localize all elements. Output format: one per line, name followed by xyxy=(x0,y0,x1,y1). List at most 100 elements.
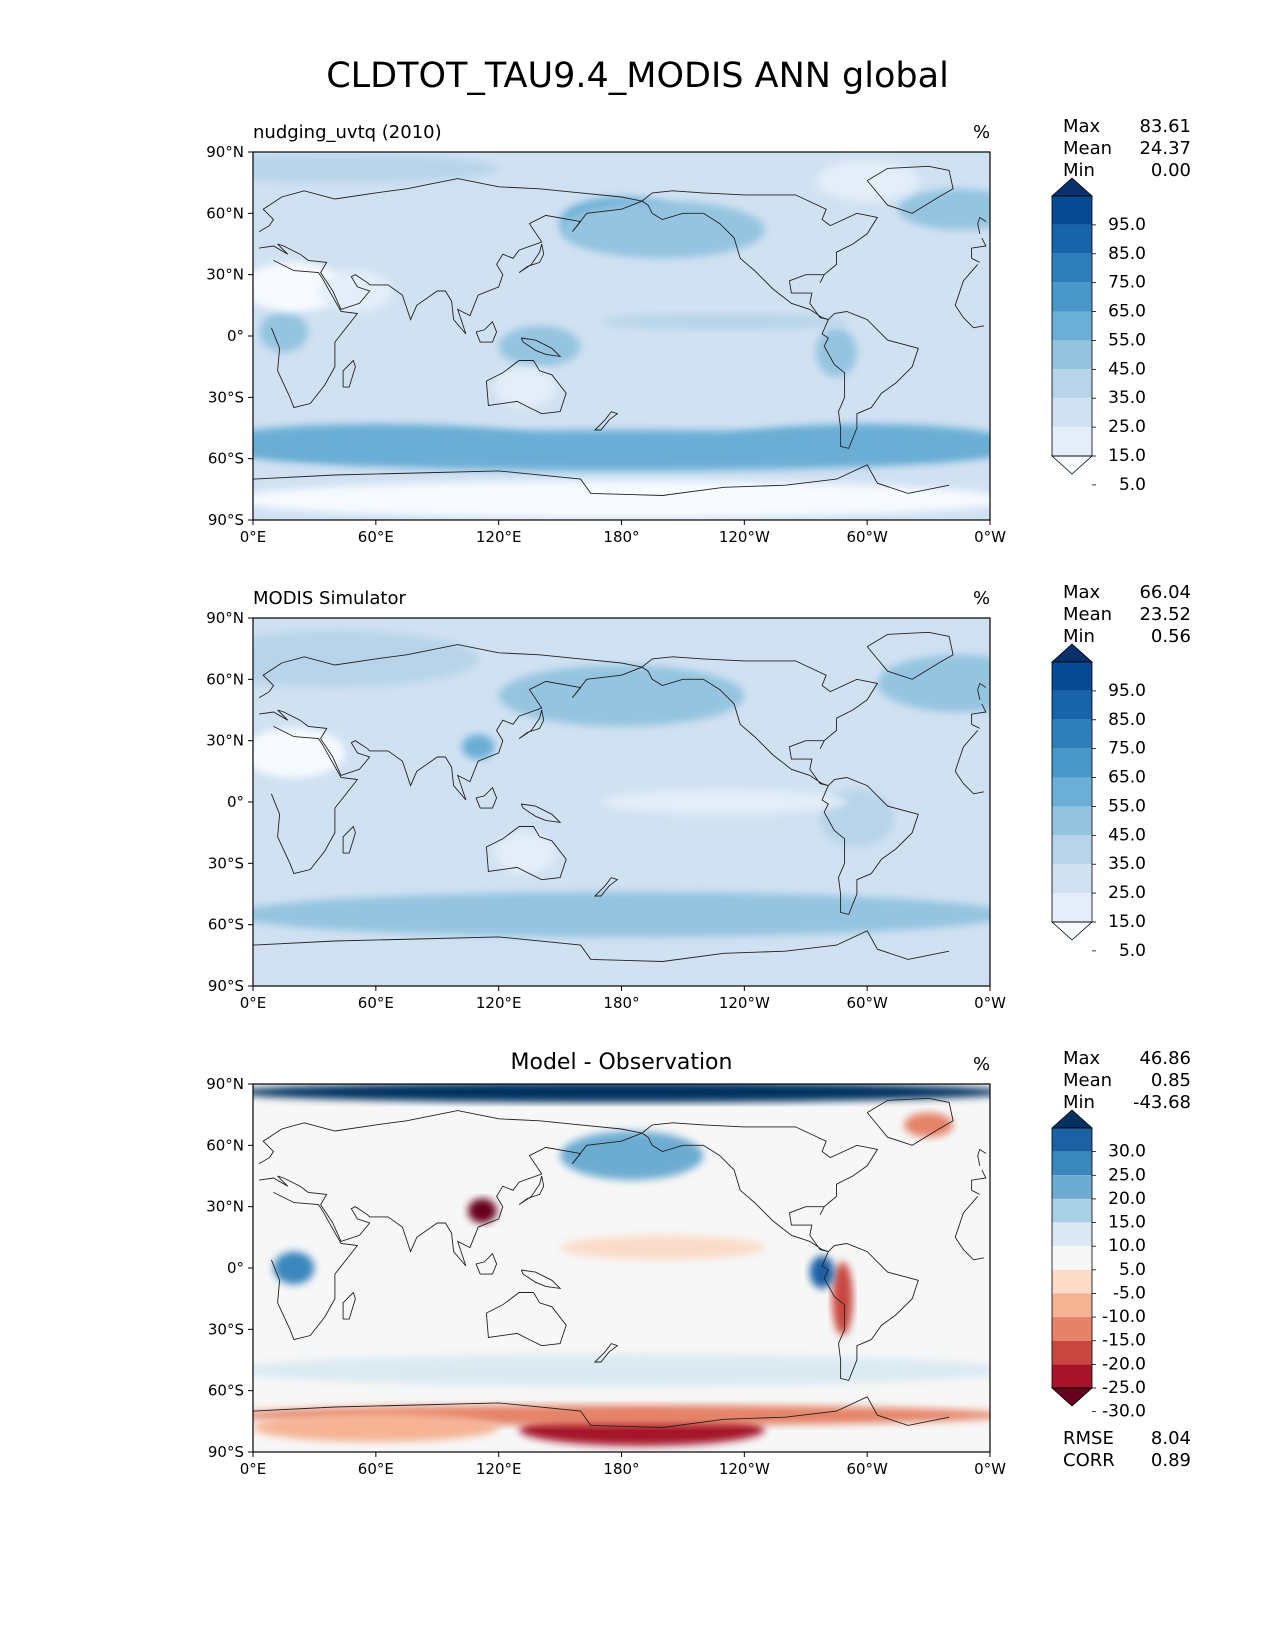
lon-tick-label: 60°W xyxy=(846,528,888,546)
lon-tick-label: 60°E xyxy=(358,528,394,546)
lat-tick-label: 30°S xyxy=(208,1320,244,1338)
colorbar-segment xyxy=(1052,1151,1092,1176)
colorbar-tick-label: 55.0 xyxy=(1108,330,1146,350)
lat-tick-label: 30°N xyxy=(206,732,244,750)
coastline-1 xyxy=(971,703,987,725)
panel-center-title: Model - Observation xyxy=(510,1050,733,1075)
lon-tick-label: 60°E xyxy=(358,994,394,1010)
coastline-9 xyxy=(520,1269,562,1290)
colorbar-tick-label: 15.0 xyxy=(1108,446,1146,466)
coastline-5 xyxy=(866,1097,954,1146)
coastline-7 xyxy=(518,1175,545,1205)
map-plot: 90°N 60°N 30°N 0° 30°S 60°S 90°S0°E 60°E 120°E 18… xyxy=(206,609,1146,1010)
stats-block: Max 83.61 Mean 24.37 Min 0.00 xyxy=(1063,116,1191,182)
colorbar-tick-label: 25.0 xyxy=(1108,883,1146,903)
colorbar-tick-label: -30.0 xyxy=(1102,1402,1146,1422)
colorbar: 95.0 85.0 75.0 65.0 55.0 45.0 35.0 25.0 15.0 5.0 xyxy=(1050,643,1146,961)
stat-min: Min -43.68 xyxy=(1063,1092,1191,1113)
field-feature-11 xyxy=(815,327,857,377)
units-label: % xyxy=(973,588,991,609)
colorbar-segment xyxy=(1052,196,1092,225)
lat-tick-label: 0° xyxy=(227,1259,244,1277)
colorbar-tick-label: 45.0 xyxy=(1108,359,1146,379)
coastline-1 xyxy=(258,178,644,335)
colorbar-extend-min xyxy=(1050,1387,1094,1407)
coastline-2 xyxy=(485,1292,567,1347)
lat-tick-label: 60°N xyxy=(206,1136,244,1154)
coastline-10 xyxy=(342,359,356,388)
lat-tick-label: 90°S xyxy=(208,1443,244,1461)
lat-tick-label: 0° xyxy=(227,793,244,811)
coastline-6 xyxy=(253,464,950,496)
lat-tick-label: 30°N xyxy=(206,266,244,284)
coastlines xyxy=(253,1097,987,1428)
coastline-9 xyxy=(520,803,562,824)
colorbar-segment xyxy=(1052,1246,1092,1270)
field-feature-5 xyxy=(461,734,495,760)
lon-tick-label: 180° xyxy=(603,1460,639,1478)
coastline-1 xyxy=(971,1189,981,1195)
stats-block: Max 66.04 Mean 23.52 Min 0.56 xyxy=(1063,582,1191,648)
colorbar-tick-label: 45.0 xyxy=(1108,825,1146,845)
field-feature-2 xyxy=(498,665,745,727)
colorbar-segment xyxy=(1052,777,1092,807)
diff-metrics-block: RMSE 8.04 CORR 0.89 xyxy=(1063,1428,1191,1472)
coastline-7 xyxy=(518,243,545,273)
field-feature-11 xyxy=(560,1235,765,1260)
coastline-0 xyxy=(954,305,984,329)
lon-tick-label: 0°E xyxy=(240,1460,267,1478)
colorbar-segment xyxy=(1052,1269,1092,1294)
panel-test: 90°N 60°N 30°N 0° 30°S 60°S 90°S 0°E 60°E 120°E 18… xyxy=(0,0,1275,546)
coastline-1 xyxy=(971,257,981,263)
field-feature-10 xyxy=(253,1353,990,1387)
colorbar-tick-label: 25.0 xyxy=(1108,1165,1146,1185)
colorbar-segment xyxy=(1052,690,1092,720)
lat-tick-label: 60°S xyxy=(208,450,244,468)
lat-tick-label: 90°N xyxy=(206,1075,244,1093)
panel-left-title: nudging_uvtq (2010) xyxy=(253,122,442,143)
stats-block: Max 46.86 Mean 0.85 Min -43.68 xyxy=(1063,1048,1191,1114)
colorbar-tick-label: 15.0 xyxy=(1108,912,1146,932)
colorbar-segment xyxy=(1052,369,1092,399)
colorbar-segment xyxy=(1052,835,1092,865)
colorbar-segment xyxy=(1052,1128,1092,1152)
colorbar-segment xyxy=(1052,806,1092,836)
coastline-6 xyxy=(253,1396,950,1428)
coastline-10 xyxy=(342,825,356,854)
lat-tick-label: 60°N xyxy=(206,204,244,222)
coastline-7 xyxy=(518,709,545,739)
coastline-8 xyxy=(475,320,498,343)
colorbar-tick-label: 75.0 xyxy=(1108,739,1146,759)
stat-max: Max 83.61 xyxy=(1063,116,1191,137)
colorbar-segment xyxy=(1052,719,1092,749)
lat-tick-label: 30°S xyxy=(208,854,244,872)
colorbar: 30.0 25.0 20.0 15.0 10.0 5.0 -5.0 -10.0 -15.0 -20… xyxy=(1050,1109,1146,1422)
colorbar-segment xyxy=(1052,1340,1092,1365)
field-feature-8 xyxy=(815,160,919,202)
coastlines xyxy=(253,165,987,496)
field-feature-6 xyxy=(809,1255,835,1289)
field-feature-15 xyxy=(601,313,847,330)
coastline-6 xyxy=(253,930,950,962)
figure-title: CLDTOT_TAU9.4_MODIS ANN global xyxy=(326,56,949,96)
coastline-10 xyxy=(342,1291,356,1320)
coastline-1 xyxy=(258,1110,644,1267)
lon-tick-label: 60°W xyxy=(846,1460,888,1478)
colorbar-segment xyxy=(1052,1222,1092,1247)
colorbar-tick-label: 65.0 xyxy=(1108,768,1146,788)
lon-tick-label: 120°W xyxy=(719,994,770,1010)
lon-tick-label: 60°E xyxy=(358,1460,394,1478)
panel-ref: 90°N 60°N 30°N 0° 30°S 60°S 90°S 0°E 60°E 120°E 18… xyxy=(0,0,1275,1010)
lon-tick-label: 0°W xyxy=(974,994,1006,1010)
coastline-5 xyxy=(866,631,954,680)
colorbar-segment xyxy=(1052,1293,1092,1318)
lon-tick-label: 0°E xyxy=(240,528,267,546)
colorbar-segment xyxy=(1052,398,1092,428)
colorbar-tick-label: -20.0 xyxy=(1102,1354,1146,1374)
field-feature-0 xyxy=(253,891,990,937)
field-layer xyxy=(253,152,990,520)
colorbar: 95.0 85.0 75.0 65.0 55.0 45.0 35.0 25.0 15.0 5.0 xyxy=(1050,177,1146,495)
lat-tick-label: 30°S xyxy=(208,388,244,406)
coastline-12 xyxy=(977,1148,987,1166)
colorbar-tick-label: 20.0 xyxy=(1108,1189,1146,1209)
